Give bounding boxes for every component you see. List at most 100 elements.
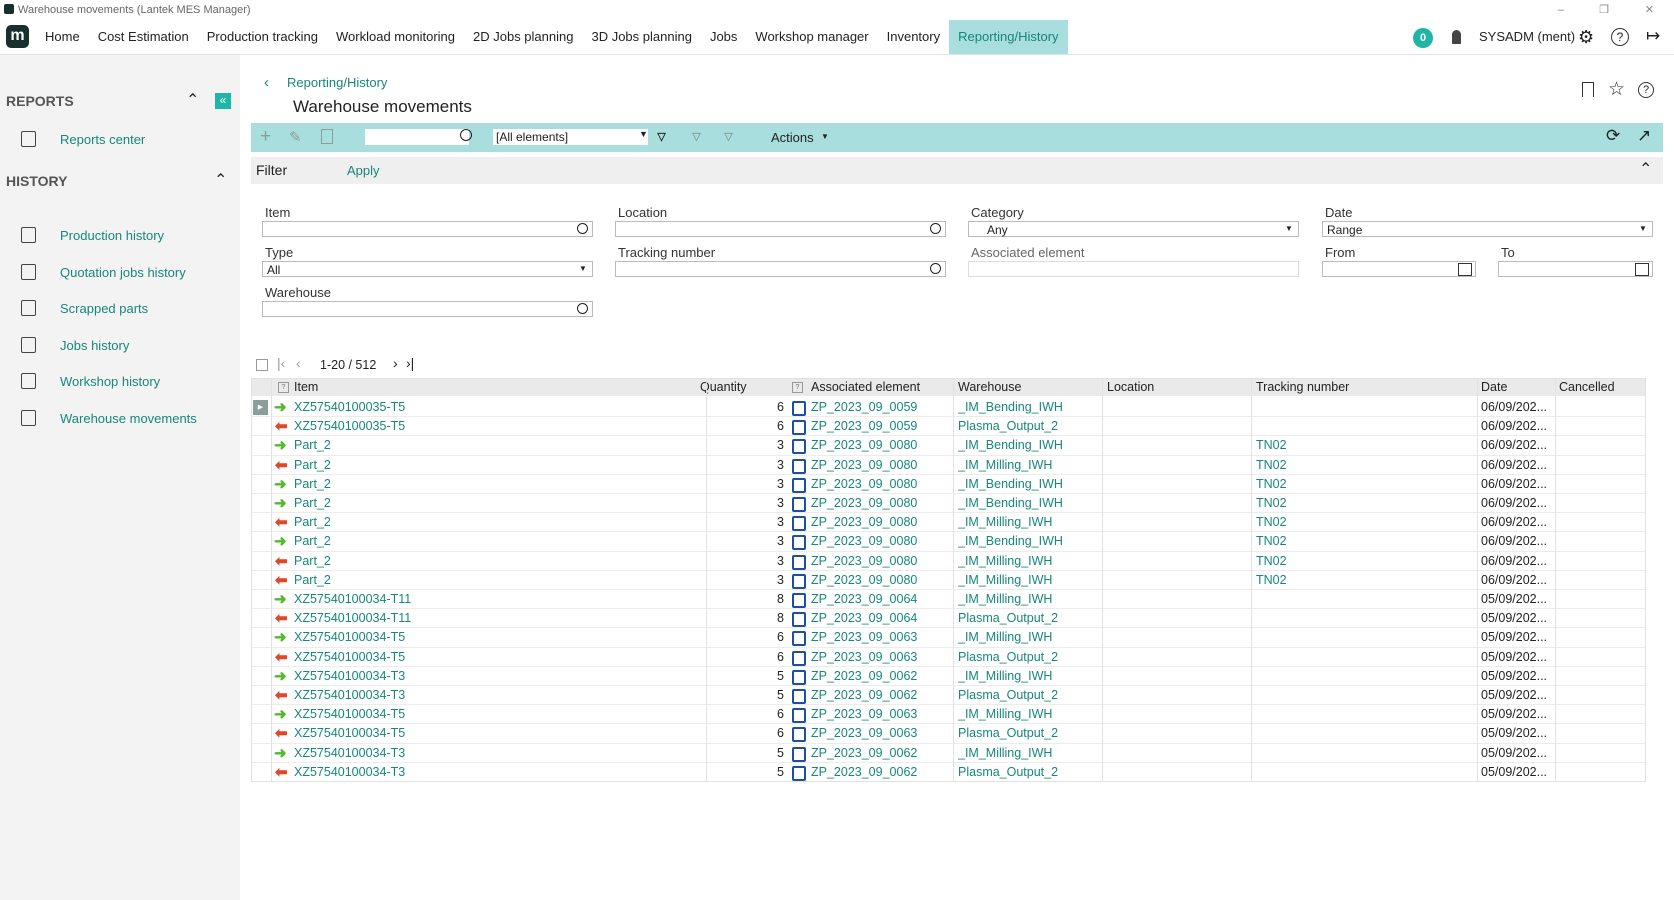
collapse-sidebar[interactable]: « [215, 93, 231, 109]
calendar-icon[interactable] [1635, 263, 1649, 276]
menu-item[interactable]: Workshop manager [746, 20, 877, 54]
field-input[interactable] [262, 221, 593, 237]
restore[interactable]: ❐ [1599, 0, 1609, 20]
dropdown-arrow: ▼ [821, 132, 829, 141]
menu-item[interactable]: 2D Jobs planning [464, 20, 582, 54]
field-label: Category [971, 205, 1024, 220]
close[interactable]: ✕ [1645, 0, 1654, 20]
menu: HomeCost EstimationProduction trackingWo… [36, 20, 1068, 54]
field-input[interactable]: All [262, 261, 593, 277]
field-label: Item [265, 205, 290, 220]
field-label: Location [618, 205, 667, 220]
last-page[interactable]: ›| [406, 355, 414, 371]
export-button[interactable]: ↗ [1637, 126, 1651, 146]
dropdown-arrow[interactable]: ▼ [579, 264, 587, 273]
title-bar: Warehouse movements (Lantek MES Manager)… [0, 0, 1674, 20]
menu-item[interactable]: Jobs [701, 20, 746, 54]
menu-item[interactable]: Reporting/History [949, 20, 1067, 54]
sidebar-item[interactable]: Reports center [60, 132, 145, 147]
sidebar-item[interactable]: Jobs history [60, 338, 129, 353]
menu-item[interactable]: Production tracking [198, 20, 327, 54]
dropdown-arrow: ▼ [639, 129, 648, 139]
toolbar: + ✎ [All elements] ▼ ▿ ▿ ▿ Actions ▼ ⟳ ↗ [251, 123, 1663, 152]
menu-item[interactable]: 3D Jobs planning [582, 20, 700, 54]
field-value: All [267, 262, 592, 278]
sidebar-icon [21, 264, 36, 280]
sidebar-item[interactable]: Production history [60, 228, 164, 243]
apply-button[interactable]: Apply [347, 163, 380, 178]
actions-menu[interactable]: Actions [771, 130, 814, 145]
field-label: Date [1325, 205, 1352, 220]
field-label: Tracking number [618, 245, 715, 260]
dropdown-arrow[interactable]: ▼ [1285, 224, 1293, 233]
collapse-filter[interactable]: ⌃ [1639, 159, 1652, 179]
menu-item[interactable]: Inventory [878, 20, 949, 54]
field-input[interactable] [1322, 261, 1476, 277]
menu-item[interactable]: Home [36, 20, 89, 54]
field-input[interactable] [1498, 261, 1653, 277]
search-input[interactable] [365, 129, 469, 145]
field-input[interactable] [615, 221, 946, 237]
back-icon[interactable]: ‹ [264, 74, 269, 91]
filter-pin[interactable]: ▿ [692, 126, 701, 147]
logo[interactable]: m [6, 25, 29, 48]
field-label: Type [265, 245, 293, 260]
filter-button[interactable]: ▿ [657, 126, 666, 147]
settings-icon[interactable]: ⚙ [1578, 27, 1594, 48]
refresh-button[interactable]: ⟳ [1606, 126, 1620, 146]
search-icon[interactable] [930, 263, 941, 274]
sidebar-icon [21, 227, 36, 243]
user-name[interactable]: SYSADM (ment) [1479, 28, 1575, 46]
sidebar-item[interactable]: Workshop history [60, 374, 160, 389]
app-icon [4, 4, 14, 14]
search-icon[interactable] [577, 303, 588, 314]
sidebar-icon [21, 300, 36, 316]
scope-select[interactable]: [All elements] [493, 129, 648, 145]
field-input[interactable]: Any [968, 221, 1299, 237]
select-all[interactable] [256, 359, 268, 371]
table-border [251, 378, 1646, 782]
sidebar-icon [21, 337, 36, 353]
pager: 1-20 / 512 [320, 358, 376, 372]
notification-badge[interactable]: 0 [1413, 28, 1433, 48]
bookmark-icon[interactable] [1582, 82, 1594, 97]
calendar-icon[interactable] [1458, 263, 1472, 276]
help-icon[interactable]: ? [1611, 28, 1629, 46]
user-icon [1452, 30, 1461, 44]
add-button[interactable]: + [260, 126, 271, 148]
filter-clear[interactable]: ▿ [724, 126, 733, 147]
help-icon[interactable]: ? [1638, 82, 1654, 98]
field-input[interactable] [262, 301, 593, 317]
field-input [968, 261, 1299, 277]
delete-button[interactable] [321, 129, 333, 144]
search-icon[interactable] [460, 129, 472, 141]
prev-page[interactable]: ‹ [296, 355, 301, 371]
edit-button[interactable]: ✎ [289, 128, 302, 146]
favorite-icon[interactable]: ☆ [1608, 78, 1625, 101]
table: ??ItemQuantityAssociated elementWarehous… [251, 378, 1646, 782]
section-heading: HISTORY [6, 173, 67, 189]
filter-bar: Filter Apply ⌃ [251, 157, 1663, 184]
search-icon[interactable] [930, 223, 941, 234]
filter-title: Filter [256, 162, 287, 178]
collapse-icon[interactable]: ⌃ [214, 170, 227, 190]
sidebar-item[interactable]: Scrapped parts [60, 301, 148, 316]
logout-icon[interactable]: ↦ [1646, 26, 1660, 46]
field-label: Warehouse [265, 285, 331, 300]
field-label: From [1325, 245, 1355, 260]
menu-item[interactable]: Workload monitoring [327, 20, 464, 54]
minimize[interactable]: – [1558, 0, 1564, 20]
first-page[interactable]: |‹ [277, 355, 285, 371]
menu-item[interactable]: Cost Estimation [89, 20, 198, 54]
field-value: Range [1327, 222, 1652, 238]
next-page[interactable]: › [393, 355, 398, 371]
sidebar-item[interactable]: Warehouse movements [60, 411, 197, 426]
field-input[interactable]: Range [1322, 221, 1653, 237]
collapse-icon[interactable]: ⌃ [186, 90, 199, 110]
search-icon[interactable] [577, 223, 588, 234]
sidebar-item[interactable]: Quotation jobs history [60, 265, 186, 280]
field-input[interactable] [615, 261, 946, 277]
breadcrumb[interactable]: Reporting/History [287, 75, 387, 90]
dropdown-arrow[interactable]: ▼ [1639, 224, 1647, 233]
